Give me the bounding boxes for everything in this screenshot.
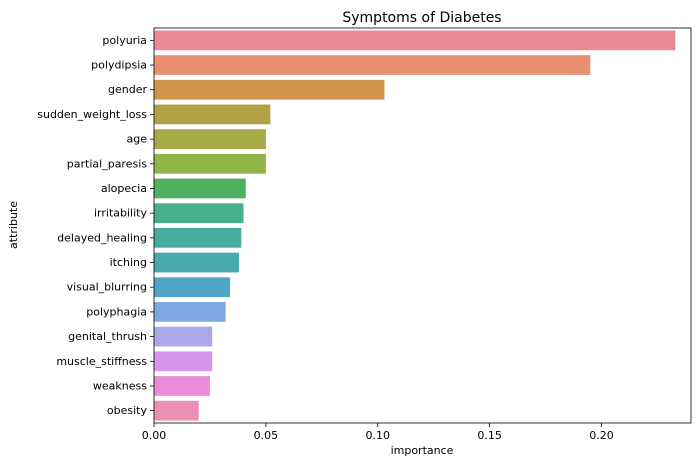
bar-delayed_healing <box>154 227 242 248</box>
bar-itching <box>154 252 240 273</box>
bar-polyuria <box>154 30 676 51</box>
y-tick-label: delayed_healing <box>57 231 147 244</box>
y-tick-label: weakness <box>93 379 147 392</box>
bar-weakness <box>154 376 210 396</box>
y-tick-label: obesity <box>107 404 148 417</box>
bars-group <box>154 30 676 421</box>
x-axis-label: importance <box>391 444 454 457</box>
y-tick-label: muscle_stiffness <box>56 355 147 368</box>
y-tick-label: sudden_weight_loss <box>37 108 147 121</box>
plot-frame <box>153 27 692 424</box>
y-ticks-group: polyuria polydipsia gender sudden_weight_lo… <box>37 34 154 417</box>
bar-polydipsia <box>154 55 591 75</box>
y-tick-label: age <box>127 133 148 146</box>
bar-partial_paresis <box>154 153 266 174</box>
y-tick-label: polyuria <box>102 34 147 47</box>
x-tick-label: 0.10 <box>366 429 391 442</box>
x-ticks-group: 0.00 0.05 0.10 0.15 0.20 <box>142 423 614 442</box>
bar-alopecia <box>154 178 246 199</box>
y-tick-label: polyphagia <box>86 305 147 318</box>
bar-obesity <box>154 400 199 421</box>
y-axis-label: attribute <box>7 201 20 249</box>
x-tick-label: 0.20 <box>589 429 614 442</box>
bar-irritability <box>154 203 244 224</box>
chart-title: Symptoms of Diabetes <box>342 10 501 26</box>
bar-gender <box>154 79 385 100</box>
x-tick-label: 0.05 <box>254 429 279 442</box>
y-tick-label: alopecia <box>101 182 147 195</box>
bar-sudden_weight_loss <box>154 104 271 125</box>
x-tick-label: 0.00 <box>142 429 167 442</box>
bar-age <box>154 129 266 149</box>
y-tick-label: partial_paresis <box>67 157 147 170</box>
y-tick-label: irritability <box>94 207 147 220</box>
y-tick-label: itching <box>110 256 147 269</box>
y-tick-label: gender <box>108 83 147 96</box>
bar-visual_blurring <box>154 277 231 298</box>
y-tick-label: visual_blurring <box>67 281 147 294</box>
y-tick-label: genital_thrush <box>68 330 147 343</box>
y-tick-label: polydipsia <box>91 59 147 72</box>
x-tick-label: 0.15 <box>477 429 502 442</box>
bar-genital_thrush <box>154 326 213 347</box>
bar-muscle_stiffness <box>154 351 213 372</box>
bar-polyphagia <box>154 302 226 322</box>
